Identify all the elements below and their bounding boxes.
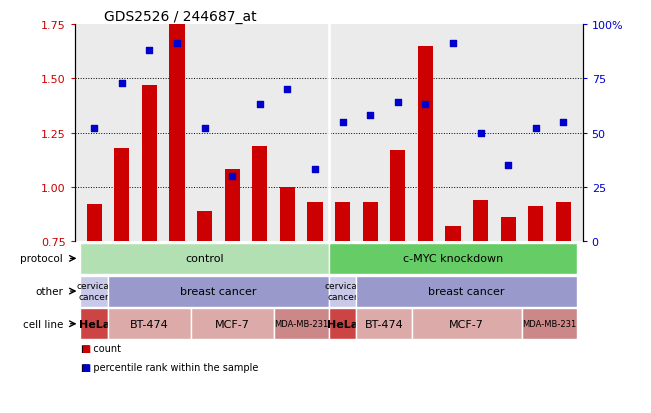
Point <box>172 41 182 47</box>
Point <box>227 173 238 180</box>
Point <box>89 126 100 132</box>
Bar <box>169 0 185 404</box>
Bar <box>418 47 433 404</box>
Point <box>337 119 348 126</box>
Point <box>310 167 320 173</box>
Text: HeLa: HeLa <box>79 319 110 329</box>
Text: MCF-7: MCF-7 <box>449 319 484 329</box>
Bar <box>307 203 322 404</box>
Text: c-MYC knockdown: c-MYC knockdown <box>403 254 503 264</box>
Text: control: control <box>186 254 224 264</box>
Point <box>503 162 514 169</box>
Bar <box>114 148 130 404</box>
Bar <box>197 211 212 404</box>
Text: ■: ■ <box>81 344 90 354</box>
Text: breast cancer: breast cancer <box>180 286 256 297</box>
Bar <box>445 226 460 404</box>
Text: cervical
cancer: cervical cancer <box>76 282 112 301</box>
Bar <box>280 188 295 404</box>
Text: cervical
cancer: cervical cancer <box>325 282 360 301</box>
Bar <box>225 170 240 404</box>
Bar <box>390 151 406 404</box>
Point <box>558 119 568 126</box>
Point <box>199 126 210 132</box>
Text: BT-474: BT-474 <box>365 319 404 329</box>
Bar <box>87 205 102 404</box>
Bar <box>473 200 488 404</box>
Point <box>144 47 154 54</box>
Point <box>448 41 458 47</box>
Bar <box>335 203 350 404</box>
Text: ■ percentile rank within the sample: ■ percentile rank within the sample <box>81 362 258 372</box>
Bar <box>363 203 378 404</box>
Point <box>531 126 541 132</box>
Text: HeLa: HeLa <box>327 319 358 329</box>
Bar <box>556 203 571 404</box>
Point <box>420 102 430 108</box>
Text: breast cancer: breast cancer <box>428 286 505 297</box>
Point <box>393 100 403 106</box>
Point <box>117 80 127 87</box>
Text: BT-474: BT-474 <box>130 319 169 329</box>
Text: MDA-MB-231: MDA-MB-231 <box>522 320 577 328</box>
Text: GDS2526 / 244687_at: GDS2526 / 244687_at <box>104 10 256 24</box>
Text: ■ count: ■ count <box>81 344 121 354</box>
Point <box>255 102 265 108</box>
Point <box>282 87 292 93</box>
Bar <box>252 146 268 404</box>
Point <box>475 130 486 136</box>
Text: other: other <box>35 286 63 297</box>
Bar <box>501 218 516 404</box>
Text: ■: ■ <box>81 362 90 372</box>
Text: cell line: cell line <box>23 319 63 329</box>
Point <box>365 113 376 119</box>
Text: MCF-7: MCF-7 <box>215 319 249 329</box>
Text: protocol: protocol <box>20 254 63 264</box>
Bar <box>142 85 157 404</box>
Bar <box>528 207 544 404</box>
Text: MDA-MB-231: MDA-MB-231 <box>274 320 328 328</box>
